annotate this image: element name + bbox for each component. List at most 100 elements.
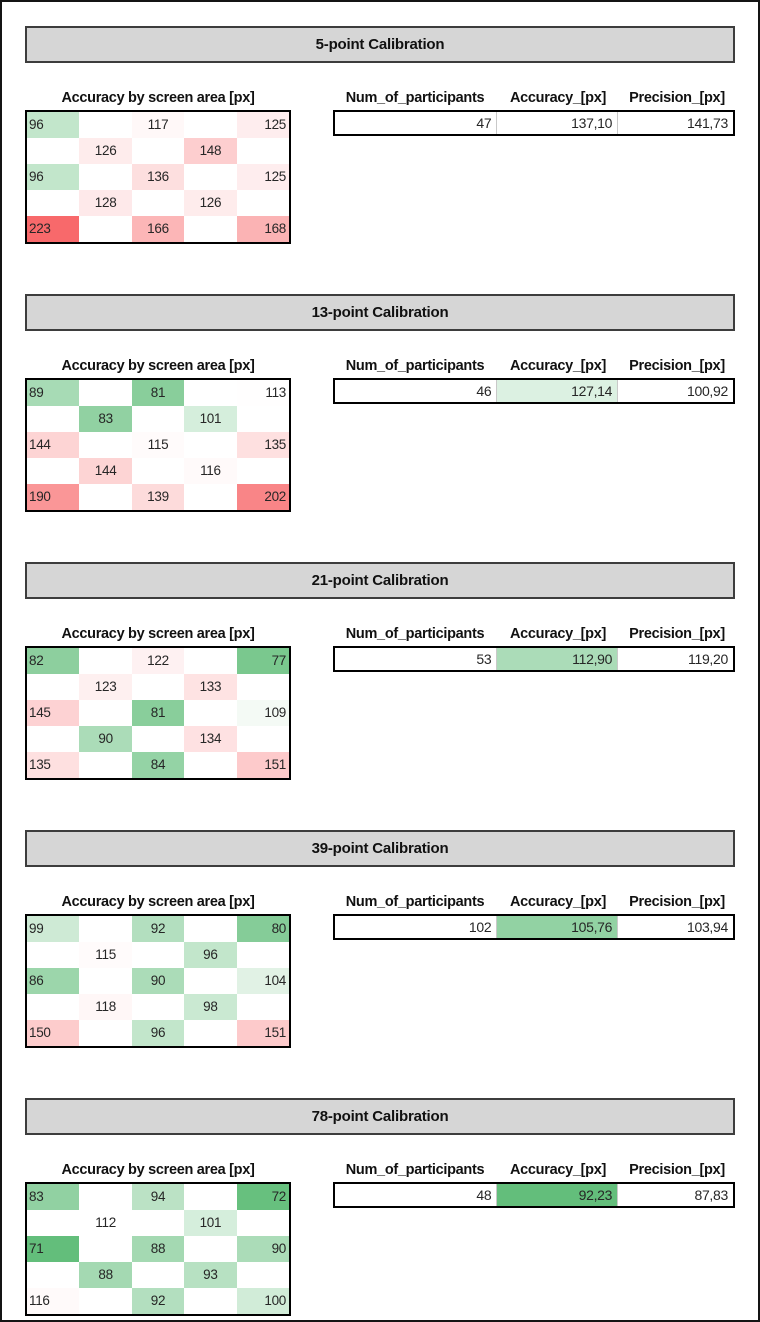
heatmap-cell: 202 <box>236 484 289 510</box>
heatmap-cell <box>184 1020 237 1046</box>
heatmap-cell: 112 <box>79 1210 132 1236</box>
stats-value-precision: 119,20 <box>688 651 728 667</box>
calibration-section: 5-point Calibration Accuracy by screen a… <box>25 26 735 244</box>
heatmap-cell: 133 <box>184 674 237 700</box>
heatmap-cell: 86 <box>27 968 80 994</box>
heatmap-cell: 118 <box>79 994 132 1020</box>
heatmap-cell: 88 <box>79 1262 132 1288</box>
calibration-report-page: 5-point Calibration Accuracy by screen a… <box>25 26 735 1316</box>
heatmap-cell <box>184 432 237 458</box>
heatmap-cell <box>184 380 237 406</box>
heatmap-cell: 128 <box>79 190 132 216</box>
heatmap-cell: 92 <box>131 1288 185 1314</box>
calibration-section: 78-point Calibration Accuracy by screen … <box>25 1098 735 1316</box>
heatmap-cell <box>27 190 80 216</box>
heatmap-cell <box>79 484 132 510</box>
heatmap-cell: 122 <box>131 648 185 674</box>
heatmap-cell: 113 <box>236 380 289 406</box>
heatmap-cell <box>131 726 185 752</box>
calibration-section: 13-point Calibration Accuracy by screen … <box>25 294 735 512</box>
heatmap-cell: 116 <box>184 458 237 484</box>
heatmap-cell: 190 <box>27 484 80 510</box>
heatmap-cell <box>27 1210 80 1236</box>
stats-data-row: 53 112,90 119,20 <box>333 646 735 672</box>
heatmap-cell <box>131 942 185 968</box>
heatmap-cell <box>131 406 185 432</box>
heatmap-cell <box>184 700 237 726</box>
heatmap-cell <box>236 190 289 216</box>
heatmap-cell: 96 <box>131 1020 185 1046</box>
stats-value-accuracy: 137,10 <box>497 112 619 134</box>
stats-header-row: Num_of_participants Accuracy_[px] Precis… <box>333 1162 735 1179</box>
heatmap-cell <box>131 1262 185 1288</box>
heatmap-cell: 125 <box>236 164 289 190</box>
heatmap-cell <box>79 112 132 138</box>
stats-data-row: 46 127,14 100,92 <box>333 378 735 404</box>
heatmap-cell <box>236 994 289 1020</box>
section-title: 5-point Calibration <box>315 36 445 53</box>
heatmap-cell <box>184 484 237 510</box>
section-title: 13-point Calibration <box>311 304 449 321</box>
heatmap-block: Accuracy by screen area [px] 83 94 72 112 10… <box>25 1162 291 1316</box>
heatmap-cell <box>131 190 185 216</box>
heatmap-cell: 72 <box>236 1184 289 1210</box>
heatmap-cell: 100 <box>236 1288 289 1314</box>
heatmap-cell <box>236 942 289 968</box>
section-header-bar: 13-point Calibration <box>25 294 735 331</box>
heatmap-cell: 88 <box>131 1236 185 1262</box>
stats-value-precision: 87,83 <box>694 1187 728 1203</box>
heatmap-cell <box>79 916 132 942</box>
heatmap-cell <box>184 216 237 242</box>
heatmap-cell: 135 <box>236 432 289 458</box>
stats-col-header-precision: Precision_[px] <box>629 358 725 374</box>
heatmap-cell: 223 <box>27 216 80 242</box>
heatmap-grid: 96 117 125 126 148 96 136 125 128 126 223 166 168 <box>25 110 291 244</box>
stats-data-row: 102 105,76 103,94 <box>333 914 735 940</box>
heatmap-grid: 99 92 80 115 96 86 90 104 118 98 150 96 151 <box>25 914 291 1048</box>
stats-value-participants: 47 <box>335 112 498 134</box>
stats-header-row: Num_of_participants Accuracy_[px] Precis… <box>333 358 735 375</box>
heatmap-cell: 99 <box>27 916 80 942</box>
stats-value-precision: 103,94 <box>686 919 728 935</box>
stats-value-accuracy: 92,23 <box>497 1184 619 1206</box>
heatmap-cell <box>79 432 132 458</box>
heatmap-cell: 96 <box>27 112 80 138</box>
heatmap-cell: 151 <box>236 1020 289 1046</box>
heatmap-cell: 93 <box>184 1262 237 1288</box>
heatmap-cell: 80 <box>236 916 289 942</box>
heatmap-grid: 83 94 72 112 101 71 88 90 88 93 116 92 100 <box>25 1182 291 1316</box>
heatmap-cell: 81 <box>131 700 185 726</box>
stats-table: Num_of_participants Accuracy_[px] Precis… <box>333 626 735 780</box>
calibration-section: 21-point Calibration Accuracy by screen … <box>25 562 735 780</box>
stats-col-header-precision: Precision_[px] <box>629 626 725 642</box>
section-header-bar: 78-point Calibration <box>25 1098 735 1135</box>
section-body: Accuracy by screen area [px] 83 94 72 112 10… <box>25 1162 735 1316</box>
heatmap-cell: 144 <box>79 458 132 484</box>
heatmap-cell <box>236 726 289 752</box>
stats-col-header-accuracy: Accuracy_[px] <box>509 1162 607 1178</box>
heatmap-title: Accuracy by screen area [px] <box>61 894 255 910</box>
stats-table: Num_of_participants Accuracy_[px] Precis… <box>333 1162 735 1316</box>
section-title: 39-point Calibration <box>311 840 449 857</box>
heatmap-cell <box>184 968 237 994</box>
stats-col-header-precision: Precision_[px] <box>629 90 725 106</box>
heatmap-block: Accuracy by screen area [px] 89 81 113 83 10… <box>25 358 291 512</box>
heatmap-cell: 89 <box>27 380 80 406</box>
stats-value-precision: 141,73 <box>686 115 728 131</box>
heatmap-cell: 90 <box>79 726 132 752</box>
stats-data-row: 48 92,23 87,83 <box>333 1182 735 1208</box>
stats-header-row: Num_of_participants Accuracy_[px] Precis… <box>333 90 735 107</box>
heatmap-cell: 126 <box>184 190 237 216</box>
stats-table: Num_of_participants Accuracy_[px] Precis… <box>333 358 735 512</box>
stats-data-row: 47 137,10 141,73 <box>333 110 735 136</box>
heatmap-cell <box>79 380 132 406</box>
stats-value-accuracy: 112,90 <box>497 648 619 670</box>
section-header-bar: 21-point Calibration <box>25 562 735 599</box>
heatmap-cell <box>131 674 185 700</box>
heatmap-cell <box>131 994 185 1020</box>
stats-col-header-precision: Precision_[px] <box>629 894 725 910</box>
heatmap-cell <box>236 674 289 700</box>
section-title: 78-point Calibration <box>311 1108 449 1125</box>
heatmap-cell: 94 <box>131 1184 185 1210</box>
heatmap-cell <box>79 648 132 674</box>
